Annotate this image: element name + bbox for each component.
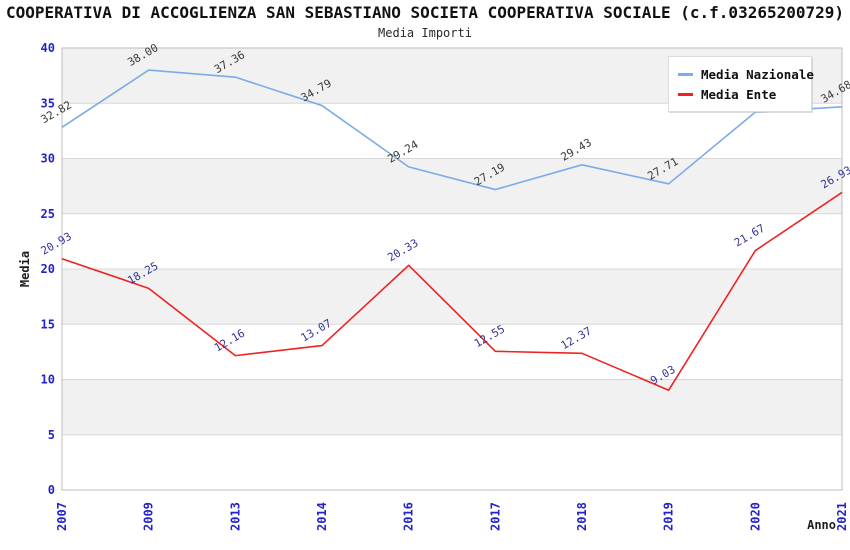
y-tick-label: 15 <box>41 317 55 331</box>
x-tick-label: 2021 <box>835 502 849 531</box>
plot-band <box>62 158 842 214</box>
legend-line-swatch-nazionale <box>678 72 693 76</box>
y-tick-label: 35 <box>41 96 55 110</box>
chart-subtitle: Media Importi <box>378 26 472 40</box>
y-tick-label: 30 <box>41 152 55 166</box>
y-tick-label: 0 <box>48 483 55 497</box>
plot-band <box>62 269 842 325</box>
legend-line-swatch-ente <box>678 92 693 96</box>
point-label: 20.33 <box>385 236 420 264</box>
chart-title: COOPERATIVA DI ACCOGLIENZA SAN SEBASTIAN… <box>5 3 845 22</box>
legend-label-ente: Media Ente <box>701 86 777 102</box>
legend-item-media-nazionale: Media Nazionale <box>678 64 814 84</box>
x-tick-label: 2020 <box>748 502 762 531</box>
x-tick-label: 2018 <box>575 502 589 531</box>
x-tick-label: 2019 <box>662 502 676 531</box>
plot-band <box>62 379 842 435</box>
series-line-media-nazionale <box>61 69 843 191</box>
x-tick-label: 2007 <box>55 502 69 531</box>
x-tick-label: 2009 <box>142 502 156 531</box>
legend-label-nazionale: Media Nazionale <box>701 66 814 82</box>
plot-border <box>61 47 843 491</box>
x-tick-label: 2014 <box>315 502 329 531</box>
y-tick-label: 10 <box>41 373 55 387</box>
y-tick-label: 20 <box>41 262 55 276</box>
legend: Media Nazionale Media Ente <box>668 56 814 112</box>
legend-item-media-ente: Media Ente <box>678 84 802 104</box>
point-label: 20.93 <box>39 230 74 258</box>
y-tick-label: 25 <box>41 207 55 221</box>
y-tick-label: 5 <box>48 428 55 442</box>
x-tick-label: 2017 <box>488 502 502 531</box>
series-line-media-ente <box>61 191 843 392</box>
x-axis-title: Anno <box>807 518 836 532</box>
x-tick-label: 2013 <box>228 502 242 531</box>
y-axis-title: Media <box>18 251 32 287</box>
y-tick-label: 40 <box>41 41 55 55</box>
point-label: 12.37 <box>559 324 594 352</box>
x-tick-label: 2016 <box>402 502 416 531</box>
